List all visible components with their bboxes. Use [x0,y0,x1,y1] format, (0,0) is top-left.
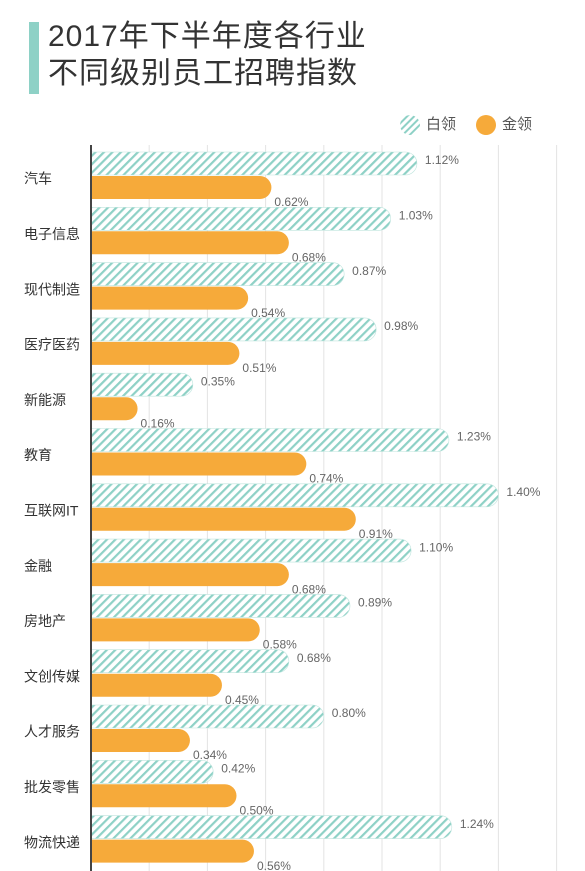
value-label-gold-collar: 0.54% [251,306,285,320]
bar-white-collar [90,483,499,508]
bar-gold-collar [91,784,237,808]
value-label-white-collar: 0.89% [358,596,392,610]
axes [90,145,92,871]
category-label: 教育 [24,447,52,463]
bar-white-collar [90,760,214,784]
bar-white-collar [90,704,325,729]
bar-gold-collar [91,507,356,531]
bar-gold-collar [91,231,289,255]
value-label-gold-collar: 0.62% [274,195,308,209]
bar-white-collar [90,372,194,397]
value-label-white-collar: 0.98% [384,319,418,333]
bar-white-collar [90,428,450,452]
category-label: 批发零售 [24,779,80,795]
bar-white-collar [90,317,377,342]
bars [90,151,499,863]
category-label: 电子信息 [24,226,80,242]
value-label-white-collar: 1.23% [457,430,491,444]
category-label: 房地产 [24,613,66,629]
value-label-white-collar: 1.12% [425,153,459,167]
value-label-white-collar: 0.87% [352,264,386,278]
bar-gold-collar [91,452,307,476]
value-label-gold-collar: 0.58% [263,638,297,652]
chart-title-line-2: 不同级别员工招聘指数 [48,57,358,90]
value-label-gold-collar: 0.45% [225,693,259,707]
category-label: 汽车 [24,171,52,187]
bar-gold-collar [91,563,289,587]
legend-label-gold-collar: 金领 [502,116,533,133]
bar-gold-collar [91,729,190,752]
bar-gold-collar [91,176,272,199]
value-label-white-collar: 0.80% [332,706,366,720]
bar-white-collar [90,207,391,231]
value-label-white-collar: 1.40% [506,485,540,499]
bar-white-collar [90,594,351,618]
bar-white-collar [90,815,453,839]
bar-gold-collar [91,618,260,642]
value-label-gold-collar: 0.91% [359,527,393,541]
value-label-gold-collar: 0.68% [292,582,326,596]
chart-title-line-1: 2017年下半年度各行业 [48,20,367,53]
category-label: 金融 [24,558,52,574]
chart-title: 2017年下半年度各行业 不同级别员工招聘指数 [48,18,367,92]
bar-white-collar [90,538,412,563]
category-label: 文创传媒 [24,668,80,684]
bar-gold-collar [91,341,240,365]
category-label: 医疗医药 [24,337,80,353]
category-label: 新能源 [24,392,66,408]
value-label-gold-collar: 0.50% [240,803,274,817]
legend-swatch-solid [476,115,496,135]
bar-gold-collar [91,397,138,421]
value-label-gold-collar: 0.16% [141,416,175,430]
bar-white-collar [90,649,290,673]
labels: 汽车 1.12% 0.62% 电子信息 1.03% 0.68% 现代制造 0.87% 0.54%… [24,153,541,871]
bar-gold-collar [91,673,222,697]
value-label-white-collar: 1.10% [419,540,453,554]
value-label-gold-collar: 0.74% [309,472,343,486]
value-label-white-collar: 1.24% [460,817,494,831]
bar-white-collar [90,151,418,176]
value-label-white-collar: 1.03% [399,208,433,222]
bar-gold-collar [91,286,249,310]
value-label-white-collar: 0.68% [297,651,331,665]
value-label-gold-collar: 0.34% [193,748,227,762]
title-accent-bar [29,22,39,94]
value-label-gold-collar: 0.68% [292,250,326,264]
category-label: 人才服务 [24,724,80,740]
value-label-gold-collar: 0.51% [242,361,276,375]
category-label: 互联网IT [24,503,79,519]
category-label: 现代制造 [24,281,80,297]
category-label: 物流快递 [24,834,80,850]
bar-gold-collar [91,839,254,863]
legend-label-white-collar: 白领 [426,116,457,133]
bar-white-collar [90,262,345,286]
value-label-white-collar: 0.42% [221,761,255,775]
value-label-white-collar: 0.35% [201,374,235,388]
value-label-gold-collar: 0.56% [257,859,291,871]
legend-swatch-hatched [400,115,420,135]
